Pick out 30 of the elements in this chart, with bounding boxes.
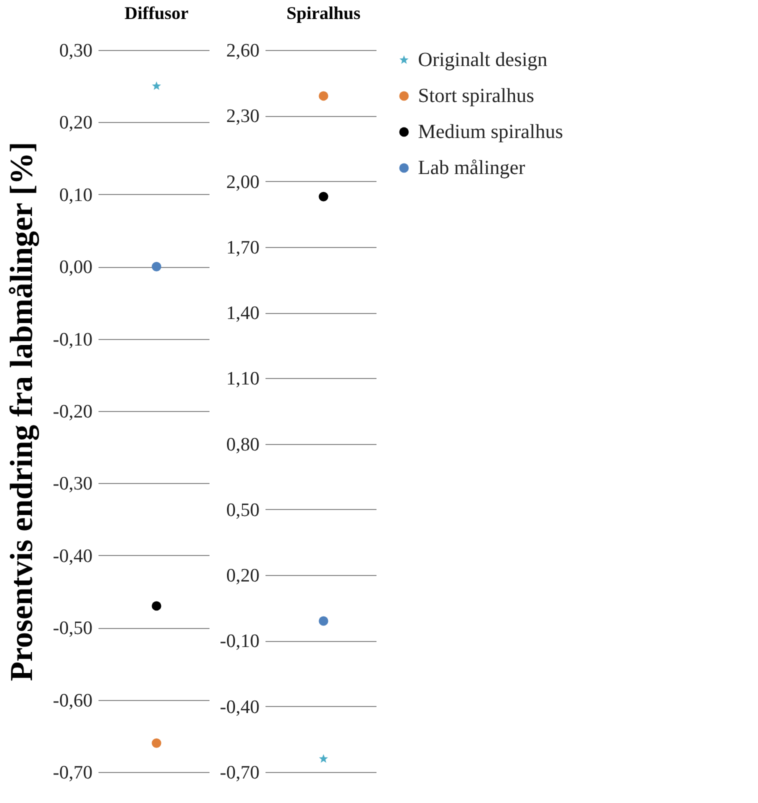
y-tick-label: 0,20 [226, 566, 260, 587]
legend-label: Lab målinger [418, 157, 526, 179]
y-tick-label: -0,20 [52, 402, 92, 422]
y-tick-label: -0,40 [220, 696, 260, 718]
y-tick-label: 2,00 [226, 172, 260, 193]
y-tick-label: -0,30 [52, 474, 92, 495]
y-tick-label: -0,70 [220, 762, 260, 784]
chart-title: Diffusor [124, 3, 189, 23]
y-tick-label: 1,10 [226, 368, 260, 390]
y-tick-label: 0,00 [59, 257, 92, 278]
y-tick-label: 0,30 [59, 40, 92, 62]
y-tick-label: 0,10 [59, 184, 92, 206]
legend-label: Medium spiralhus [418, 121, 564, 143]
y-tick-label: 0,50 [226, 500, 260, 521]
y-tick-label: -0,60 [52, 690, 92, 712]
y-tick-label: -0,10 [52, 329, 92, 350]
y-tick-label: -0,50 [52, 618, 92, 640]
legend-label: Stort spiralhus [418, 85, 534, 107]
legend-label: Originalt design [418, 49, 548, 71]
y-axis-title: Prosentvis endring fra labmålinger [%] [2, 142, 40, 682]
y-tick-label: 0,20 [59, 112, 92, 134]
y-tick-label: -0,40 [52, 546, 92, 567]
y-tick-label: 0,80 [226, 434, 260, 456]
y-tick-label: 2,30 [226, 106, 260, 128]
y-tick-label: -0,70 [52, 762, 92, 784]
chart-title: Spiralhus [286, 3, 361, 23]
y-tick-label: 1,70 [226, 237, 260, 258]
y-tick-label: 2,60 [226, 40, 260, 62]
y-tick-label: 1,40 [226, 303, 260, 324]
y-tick-label: -0,10 [220, 631, 260, 652]
